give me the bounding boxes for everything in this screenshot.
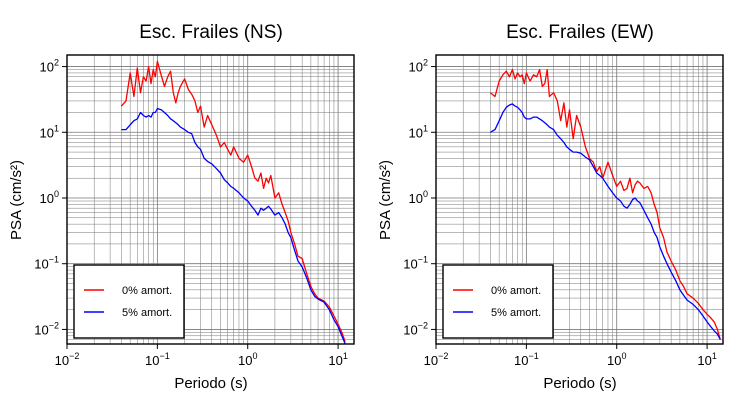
x-tick-label: 10−2 [424, 351, 449, 368]
x-tick-labels: 10−2 10−1 100 101 [424, 344, 717, 368]
legend-box [73, 264, 185, 339]
chart-panel-ns: Esc. Frailes (NS) 10−2 10−1 100 101 10−210−… [8, 22, 355, 392]
y-tick-label: 10−1 [403, 255, 428, 272]
y-tick-label: 100 [40, 189, 59, 206]
x-tick-label: 10−1 [145, 351, 170, 368]
y-tick-label: 101 [409, 123, 428, 140]
y-tick-label: 10−2 [34, 320, 59, 337]
plot-frame [435, 54, 724, 345]
y-axis-label: PSA (cm/s²) [8, 160, 25, 240]
x-tick-label: 101 [328, 351, 347, 368]
series-line-0 [120, 60, 346, 342]
series-line-1 [490, 103, 721, 340]
x-tick-label: 101 [697, 351, 716, 368]
legend-label-1: 5% amort. [491, 307, 541, 319]
x-tick-label: 100 [238, 351, 257, 368]
legend: 0% amort. 5% amort. [442, 264, 554, 339]
legend-label-0: 0% amort. [122, 285, 172, 297]
series-line-0 [489, 68, 721, 340]
x-axis-label: Periodo (s) [174, 375, 247, 392]
y-tick-label: 100 [409, 189, 428, 206]
y-tick-label: 10−1 [34, 255, 59, 272]
plot-frame [66, 54, 355, 345]
y-tick-label: 101 [40, 123, 59, 140]
x-tick-label: 100 [607, 351, 626, 368]
x-tick-label: 10−2 [55, 351, 80, 368]
y-tick-labels: 10−2 10−1 100 101 102 [403, 58, 436, 337]
x-tick-labels: 10−2 10−1 100 101 [55, 344, 348, 368]
legend-label-0: 0% amort. [491, 285, 541, 297]
y-tick-label: 102 [409, 58, 428, 75]
x-tick-label: 10−1 [514, 351, 539, 368]
chart-title: Esc. Frailes (NS) [139, 22, 283, 43]
y-axis-label: PSA (cm/s²) [377, 160, 394, 240]
series-lines [489, 68, 721, 340]
y-tick-label: 102 [40, 58, 59, 75]
legend-box [442, 264, 554, 339]
y-tick-label: 10−2 [403, 320, 428, 337]
x-axis-label: Periodo (s) [543, 375, 616, 392]
legend: 0% amort. 5% amort. [73, 264, 185, 339]
chart-panel-ew: Esc. Frailes (EW) 10−2 10−1 100 101 10−210−… [377, 22, 724, 392]
series-lines [120, 60, 346, 345]
legend-label-1: 5% amort. [122, 307, 172, 319]
chart-title: Esc. Frailes (EW) [506, 22, 654, 43]
series-line-1 [121, 107, 346, 345]
y-tick-labels: 10−2 10−1 100 101 102 [34, 58, 67, 337]
